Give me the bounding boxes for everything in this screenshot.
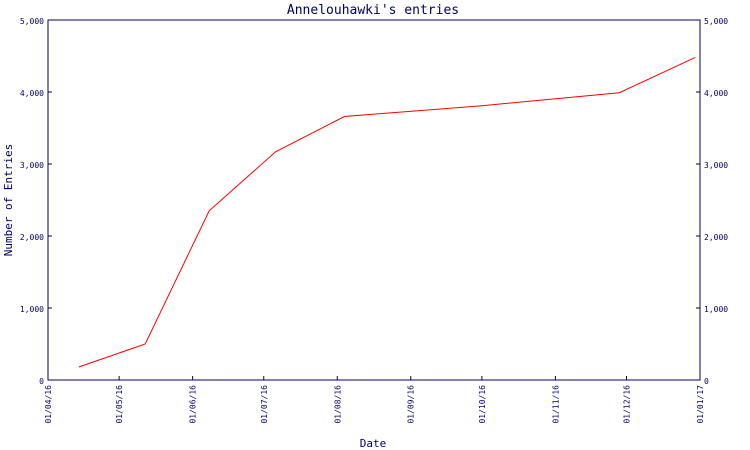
- x-tick-label: 01/05/16: [115, 385, 124, 424]
- y-tick-label-right: 0: [704, 377, 709, 386]
- y-tick-label-right: 2,000: [704, 233, 728, 242]
- y-tick-label-left: 2,000: [20, 233, 44, 242]
- y-ticks: 0 0 1,000 1,000 2,000 2,000 3,000 3,000 4,000 4,0…: [20, 17, 728, 386]
- x-tick-label: 01/06/16: [189, 385, 198, 424]
- x-axis-label: Date: [360, 437, 387, 450]
- y-axis-label: Number of Entries: [2, 144, 15, 257]
- series-line: [78, 56, 696, 368]
- x-ticks: 01/04/16 01/05/16 01/06/16 01/07/16 01/08/16…: [44, 376, 705, 424]
- y-tick-label-left: 4,000: [20, 89, 44, 98]
- y-tick-label-right: 1,000: [704, 305, 728, 314]
- y-tick-label-right: 4,000: [704, 89, 728, 98]
- x-tick-label: 01/12/16: [623, 385, 632, 424]
- chart-title: Annelouhawki's entries: [287, 3, 459, 18]
- x-tick-label: 01/07/16: [260, 385, 269, 424]
- series-group: [78, 56, 696, 368]
- y-tick-label-left: 0: [39, 377, 44, 386]
- x-tick-label: 01/04/16: [44, 385, 53, 424]
- x-tick-label: 01/09/16: [407, 385, 416, 424]
- x-tick-label: 01/01/17: [696, 385, 705, 424]
- x-tick-label: 01/10/16: [478, 385, 487, 424]
- plot-frame: [47, 19, 701, 381]
- y-tick-label-left: 5,000: [20, 17, 44, 26]
- x-tick-label: 01/11/16: [551, 385, 560, 424]
- y-tick-label-right: 3,000: [704, 161, 728, 170]
- y-tick-label-right: 5,000: [704, 17, 728, 26]
- y-tick-label-left: 3,000: [20, 161, 44, 170]
- x-tick-label: 01/08/16: [333, 385, 342, 424]
- y-tick-label-left: 1,000: [20, 305, 44, 314]
